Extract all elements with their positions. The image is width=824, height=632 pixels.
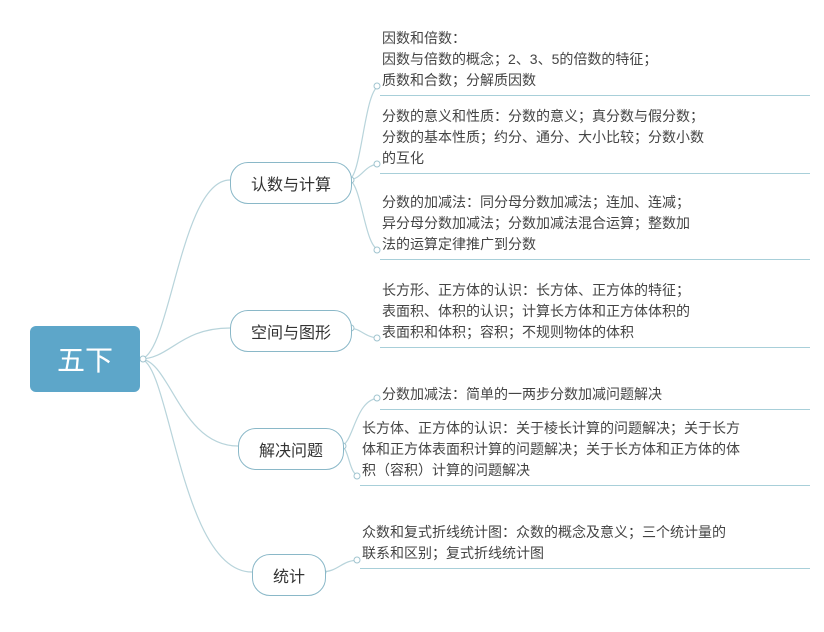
leaf-line: 分数加减法：简单的一两步分数加减问题解决 (382, 384, 806, 405)
branch-b4: 统计 (252, 554, 326, 596)
leaf-line: 分数的加减法：同分母分数加减法；连加、连减； (382, 192, 806, 213)
leaf-l3: 分数的加减法：同分母分数加减法；连加、连减；异分母分数加减法；分数加减法混合运算… (380, 190, 810, 260)
branch-b2: 空间与图形 (230, 310, 352, 352)
branch-label: 统计 (273, 569, 305, 586)
leaf-line: 的互化 (382, 148, 806, 169)
leaf-line: 分数的意义和性质：分数的意义；真分数与假分数； (382, 106, 806, 127)
leaf-line: 长方体、正方体的认识：关于棱长计算的问题解决；关于长方 (362, 418, 806, 439)
leaf-line: 长方形、正方体的认识：长方体、正方体的特征； (382, 280, 806, 301)
branch-label: 解决问题 (259, 443, 323, 460)
leaf-line: 分数的基本性质；约分、通分、大小比较；分数小数 (382, 127, 806, 148)
leaf-l1: 因数和倍数：因数与倍数的概念；2、3、5的倍数的特征；质数和合数；分解质因数 (380, 26, 810, 96)
leaf-line: 质数和合数；分解质因数 (382, 70, 806, 91)
leaf-line: 众数和复式折线统计图：众数的概念及意义；三个统计量的 (362, 522, 806, 543)
leaf-line: 体和正方体表面积计算的问题解决；关于长方体和正方体的体 (362, 439, 806, 460)
branch-label: 认数与计算 (251, 177, 331, 194)
leaf-l7: 众数和复式折线统计图：众数的概念及意义；三个统计量的联系和区别；复式折线统计图 (360, 520, 810, 569)
branch-b3: 解决问题 (238, 428, 344, 470)
branch-b1: 认数与计算 (230, 162, 352, 204)
leaf-l2: 分数的意义和性质：分数的意义；真分数与假分数；分数的基本性质；约分、通分、大小比… (380, 104, 810, 174)
root-label: 五下 (57, 339, 113, 379)
leaf-line: 表面积、体积的认识；计算长方体和正方体体积的 (382, 301, 806, 322)
leaf-line: 因数与倍数的概念；2、3、5的倍数的特征； (382, 49, 806, 70)
leaf-line: 法的运算定律推广到分数 (382, 234, 806, 255)
root-node: 五下 (30, 326, 140, 392)
leaf-l4: 长方形、正方体的认识：长方体、正方体的特征；表面积、体积的认识；计算长方体和正方… (380, 278, 810, 348)
leaf-line: 联系和区别；复式折线统计图 (362, 543, 806, 564)
leaf-line: 积（容积）计算的问题解决 (362, 460, 806, 481)
branch-label: 空间与图形 (251, 325, 331, 342)
leaf-l5: 分数加减法：简单的一两步分数加减问题解决 (380, 382, 810, 410)
leaf-line: 异分母分数加减法；分数加减法混合运算；整数加 (382, 213, 806, 234)
leaf-line: 表面积和体积；容积；不规则物体的体积 (382, 322, 806, 343)
leaf-line: 因数和倍数： (382, 28, 806, 49)
leaf-l6: 长方体、正方体的认识：关于棱长计算的问题解决；关于长方体和正方体表面积计算的问题… (360, 416, 810, 486)
